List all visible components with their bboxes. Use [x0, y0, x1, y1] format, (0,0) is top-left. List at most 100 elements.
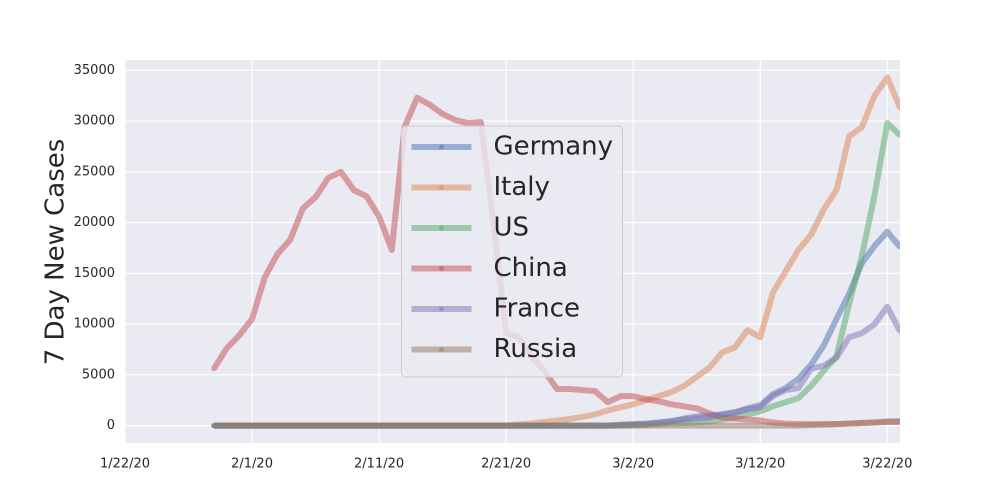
- marker: [859, 420, 865, 426]
- marker: [872, 93, 878, 99]
- marker: [554, 386, 560, 392]
- marker: [783, 423, 789, 429]
- marker: [884, 229, 890, 235]
- marker: [732, 423, 738, 429]
- marker: [821, 206, 827, 212]
- marker: [694, 423, 700, 429]
- legend-label: Italy: [494, 172, 550, 202]
- marker: [414, 95, 420, 101]
- marker: [795, 423, 801, 429]
- marker: [414, 423, 420, 429]
- marker: [579, 414, 585, 420]
- y-axis-label: 7 Day New Cases: [41, 139, 71, 366]
- legend-label: US: [494, 213, 530, 243]
- marker: [884, 120, 890, 126]
- marker: [897, 418, 900, 424]
- marker: [478, 423, 484, 429]
- marker: [490, 423, 496, 429]
- marker: [745, 327, 751, 333]
- marker: [745, 406, 751, 412]
- marker: [808, 232, 814, 238]
- marker: [211, 423, 217, 429]
- marker: [300, 423, 306, 429]
- marker: [427, 423, 433, 429]
- marker: [656, 398, 662, 404]
- legend-marker: [439, 266, 444, 271]
- marker: [897, 328, 900, 334]
- marker: [287, 423, 293, 429]
- marker: [567, 386, 573, 392]
- marker: [732, 344, 738, 350]
- marker: [541, 423, 547, 429]
- marker: [884, 304, 890, 310]
- marker: [592, 423, 598, 429]
- marker: [554, 423, 560, 429]
- marker: [503, 423, 509, 429]
- marker: [389, 247, 395, 253]
- marker: [757, 404, 763, 410]
- marker: [274, 423, 280, 429]
- marker: [719, 350, 725, 356]
- marker: [478, 119, 484, 125]
- marker: [770, 403, 776, 409]
- marker: [529, 423, 535, 429]
- marker: [770, 423, 776, 429]
- marker: [681, 417, 687, 423]
- x-tick-label: 3/22/20: [862, 457, 912, 472]
- marker: [757, 334, 763, 340]
- marker: [770, 290, 776, 296]
- marker: [516, 423, 522, 429]
- marker: [656, 393, 662, 399]
- marker: [872, 243, 878, 249]
- marker: [630, 393, 636, 399]
- marker: [757, 423, 763, 429]
- x-tick-label: 2/1/20: [231, 457, 273, 472]
- marker: [287, 237, 293, 243]
- marker: [262, 423, 268, 429]
- marker: [846, 133, 852, 139]
- legend-marker: [439, 225, 444, 231]
- marker: [376, 423, 382, 429]
- marker: [630, 423, 636, 429]
- marker: [719, 423, 725, 429]
- marker: [745, 423, 751, 429]
- marker: [668, 423, 674, 429]
- marker: [808, 366, 814, 372]
- x-tick-label: 2/11/20: [354, 457, 404, 472]
- marker: [872, 192, 878, 198]
- marker: [605, 407, 611, 413]
- marker: [897, 244, 900, 250]
- marker: [808, 422, 814, 428]
- marker: [363, 193, 369, 199]
- marker: [821, 342, 827, 348]
- marker: [694, 415, 700, 421]
- marker: [376, 213, 382, 219]
- marker: [821, 363, 827, 369]
- marker: [592, 411, 598, 417]
- marker: [745, 417, 751, 423]
- marker: [668, 418, 674, 424]
- legend-marker: [439, 185, 444, 190]
- y-tick-label: 0: [107, 418, 115, 433]
- marker: [668, 389, 674, 395]
- marker: [351, 187, 357, 193]
- marker: [440, 423, 446, 429]
- marker: [783, 387, 789, 393]
- marker: [579, 423, 585, 429]
- marker: [719, 411, 725, 417]
- marker: [236, 423, 242, 429]
- marker: [846, 301, 852, 307]
- marker: [567, 423, 573, 429]
- marker: [897, 132, 900, 138]
- marker: [363, 423, 369, 429]
- x-tick-label: 1/22/20: [100, 457, 150, 472]
- marker: [617, 393, 623, 399]
- legend-marker: [439, 306, 444, 312]
- marker: [554, 418, 560, 424]
- marker: [859, 330, 865, 336]
- marker: [211, 366, 217, 372]
- marker: [706, 423, 712, 429]
- marker: [846, 334, 852, 340]
- marker: [821, 422, 827, 428]
- marker: [465, 423, 471, 429]
